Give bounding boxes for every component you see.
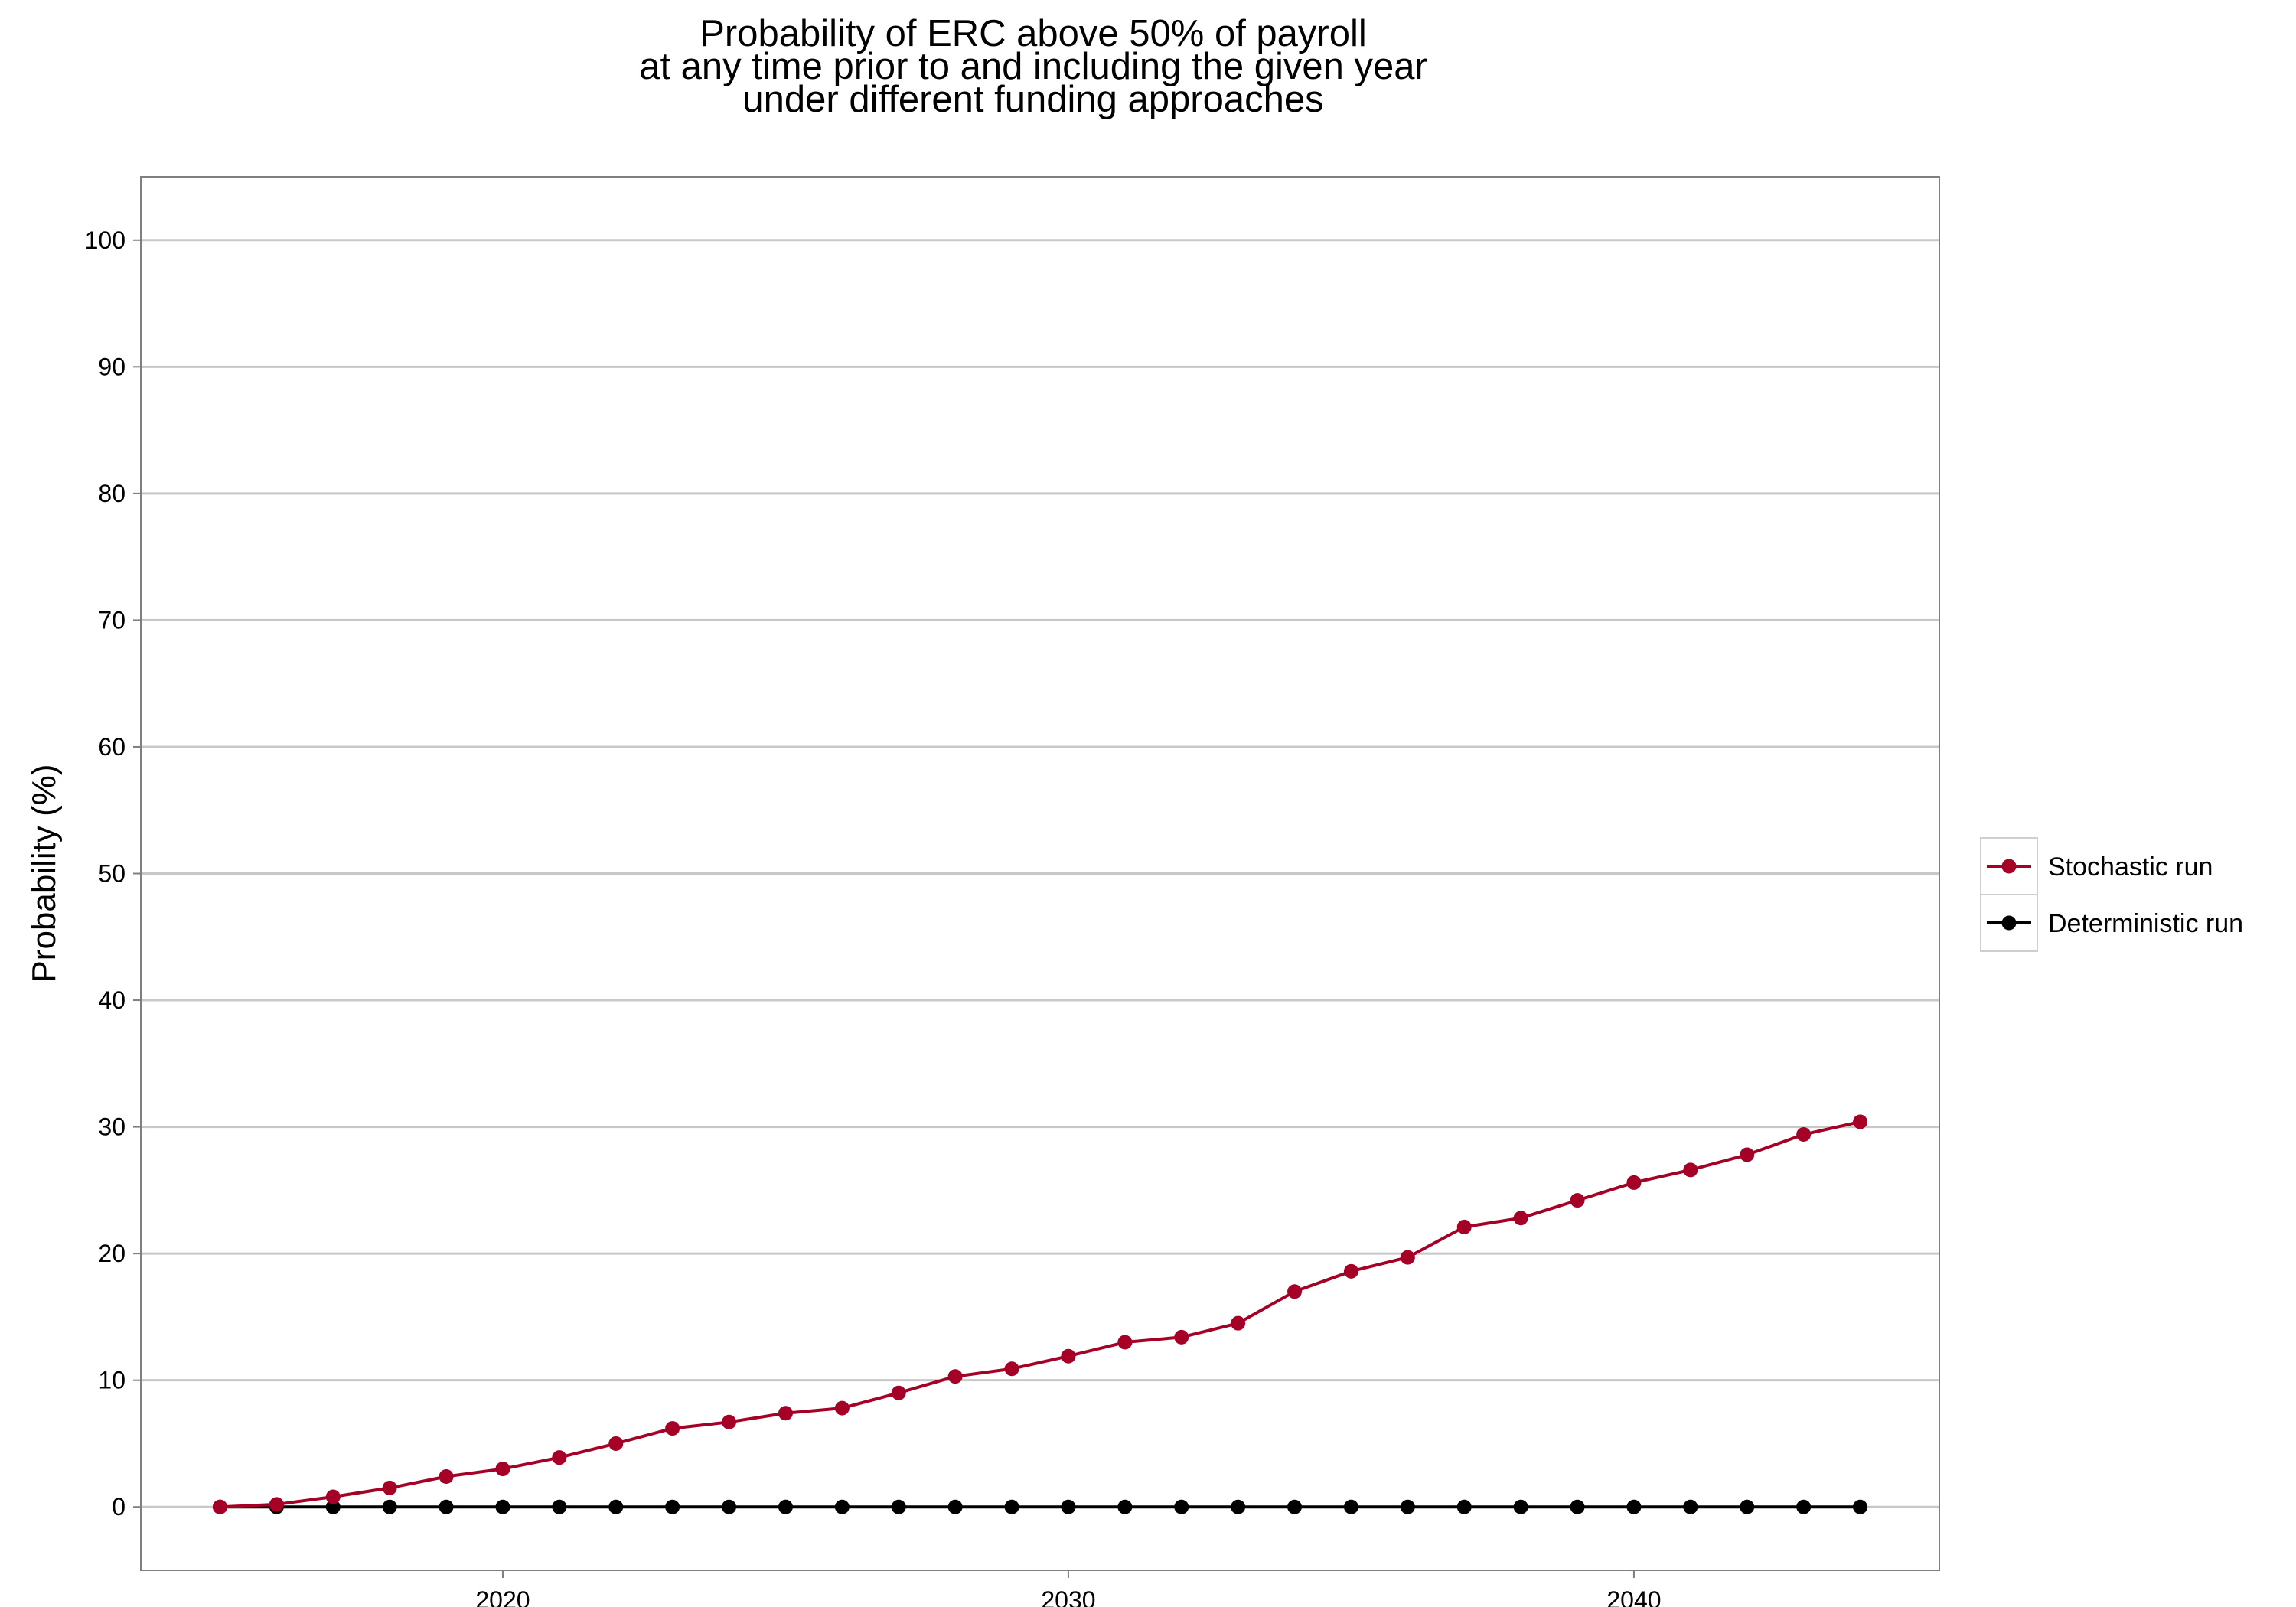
y-tick-label: 90 — [98, 353, 126, 380]
data-point — [439, 1499, 454, 1514]
data-point — [1456, 1219, 1472, 1234]
legend: Stochastic run Deterministic run — [1980, 837, 2243, 952]
data-point — [1004, 1361, 1019, 1377]
title-line-3: under different funding approaches — [742, 79, 1323, 120]
data-point — [891, 1385, 906, 1400]
data-point — [439, 1468, 454, 1484]
data-point — [665, 1499, 680, 1514]
data-point — [1231, 1499, 1246, 1514]
y-axis-label: Probability (%) — [25, 764, 63, 983]
legend-key-point — [2001, 859, 2017, 874]
data-point — [1117, 1499, 1133, 1514]
data-point — [1683, 1162, 1698, 1178]
data-point — [891, 1499, 906, 1514]
data-point — [608, 1436, 624, 1451]
data-point — [1513, 1211, 1528, 1226]
x-tick-label: 2030 — [1041, 1586, 1095, 1607]
y-tick-label: 100 — [85, 227, 126, 254]
data-point — [1740, 1499, 1755, 1514]
data-point — [1683, 1499, 1698, 1514]
data-point — [1853, 1499, 1868, 1514]
data-point — [1626, 1499, 1642, 1514]
y-tick-label: 10 — [98, 1367, 126, 1394]
legend-label: Deterministic run — [2048, 909, 2243, 938]
y-tick-label: 70 — [98, 606, 126, 634]
legend-key-point — [2001, 915, 2017, 931]
data-point — [834, 1400, 850, 1416]
data-point — [778, 1406, 793, 1421]
data-point — [382, 1499, 397, 1514]
chart-title: Probability of ERC above 50% of payrolla… — [639, 13, 1427, 120]
data-point — [722, 1499, 737, 1514]
data-point — [1400, 1499, 1415, 1514]
title-line-1: Probability of ERC above 50% of payroll — [700, 13, 1367, 54]
data-point — [1061, 1348, 1076, 1364]
data-point — [495, 1462, 510, 1477]
data-point — [495, 1499, 510, 1514]
data-point — [325, 1499, 341, 1514]
data-point — [722, 1414, 737, 1429]
y-tick-label: 0 — [112, 1493, 126, 1521]
data-point — [1061, 1499, 1076, 1514]
data-point — [1287, 1284, 1303, 1299]
data-point — [1740, 1147, 1755, 1162]
series-deterministic-run — [212, 1499, 1868, 1514]
data-point — [1456, 1499, 1472, 1514]
legend-item-stochastic-run: Stochastic run — [1980, 837, 2213, 895]
data-point — [1004, 1499, 1019, 1514]
data-point — [325, 1489, 341, 1504]
y-tick-label: 40 — [98, 986, 126, 1014]
y-tick-label: 60 — [98, 733, 126, 761]
data-point — [1796, 1499, 1812, 1514]
data-point — [1287, 1499, 1303, 1514]
legend-label: Stochastic run — [2048, 852, 2213, 882]
data-point — [665, 1421, 680, 1436]
data-point — [1570, 1193, 1585, 1208]
y-tick-label: 50 — [98, 860, 126, 888]
data-point — [1570, 1499, 1585, 1514]
y-tick-label: 30 — [98, 1113, 126, 1141]
data-point — [1343, 1263, 1358, 1279]
data-point — [1513, 1499, 1528, 1514]
data-point — [778, 1499, 793, 1514]
data-point — [1626, 1175, 1642, 1190]
legend-item-deterministic-run: Deterministic run — [1980, 894, 2243, 952]
data-point — [1174, 1499, 1189, 1514]
data-point — [269, 1497, 284, 1512]
data-point — [1400, 1250, 1415, 1265]
y-tick-label: 20 — [98, 1240, 126, 1267]
data-point — [608, 1499, 624, 1514]
data-point — [1117, 1335, 1133, 1350]
y-tick-label: 80 — [98, 480, 126, 507]
data-point — [1853, 1114, 1868, 1129]
data-point — [1343, 1499, 1358, 1514]
data-point — [552, 1499, 567, 1514]
data-point — [1796, 1127, 1812, 1143]
title-line-2: at any time prior to and including the g… — [639, 46, 1427, 87]
data-point — [212, 1499, 227, 1514]
series-stochastic-run — [212, 1114, 1868, 1514]
data-point — [382, 1480, 397, 1495]
data-point — [947, 1369, 963, 1384]
series-line — [218, 1120, 1862, 1509]
x-tick-label: 2040 — [1606, 1586, 1661, 1607]
data-point — [947, 1499, 963, 1514]
data-point — [1231, 1315, 1246, 1331]
data-point — [834, 1499, 850, 1514]
x-tick-label: 2020 — [475, 1586, 530, 1607]
data-point — [552, 1450, 567, 1465]
data-point — [1174, 1329, 1189, 1345]
